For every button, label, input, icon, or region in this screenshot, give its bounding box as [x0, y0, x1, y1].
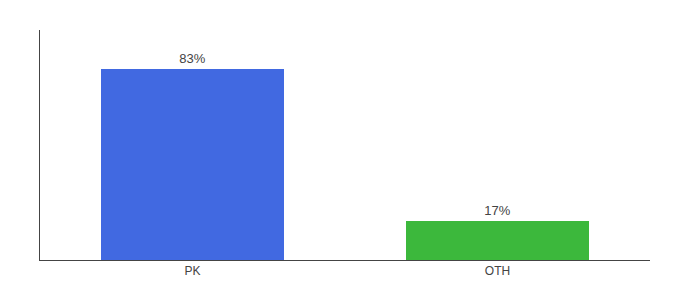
svg-text:OTH: OTH: [485, 264, 510, 278]
svg-text:17%: 17%: [484, 203, 510, 218]
svg-text:PK: PK: [184, 264, 200, 278]
svg-text:83%: 83%: [179, 51, 205, 66]
